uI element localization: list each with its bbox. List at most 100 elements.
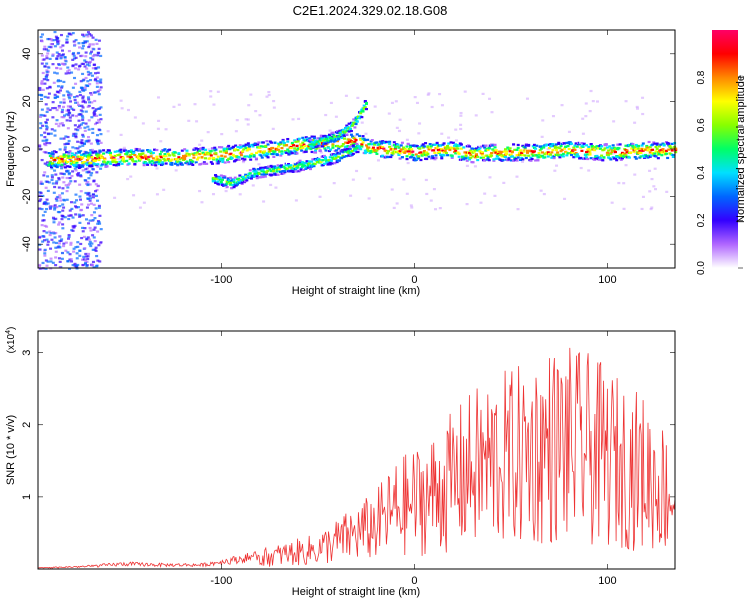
spectrogram-cell <box>248 145 252 148</box>
spectrogram-cell <box>85 238 89 241</box>
spectrogram-cell <box>358 117 362 120</box>
spectrogram-cell <box>60 251 64 255</box>
spectrogram-cell <box>91 151 95 154</box>
spectrogram-cell <box>624 154 628 157</box>
spectrogram-cell <box>425 157 429 161</box>
spectrogram-cell <box>563 197 567 200</box>
spectrogram-cell <box>87 157 91 160</box>
spectrogram-cell <box>326 146 330 149</box>
spectrogram-cell <box>87 73 91 76</box>
spectrogram-cell <box>47 66 51 69</box>
spectrogram-cell <box>254 158 258 162</box>
spectrogram-cell <box>671 154 675 157</box>
spectrogram-cell <box>40 62 44 65</box>
spectrogram-cell <box>141 152 145 155</box>
spectrogram-cell <box>62 80 66 84</box>
spectrogram-cell <box>58 194 62 197</box>
spectrogram-x-ticks: -100 0 100 <box>210 30 617 286</box>
spectrogram-cell <box>549 153 553 156</box>
spectrogram-cell <box>55 199 59 202</box>
spectrogram-cell <box>348 147 352 151</box>
spectrogram-cell <box>639 151 643 154</box>
spectrogram-cell <box>645 155 649 158</box>
spectrogram-cell <box>512 159 516 162</box>
spectrogram-cell <box>256 143 260 146</box>
spectrogram-cell <box>86 135 90 139</box>
spectrogram-cell <box>349 129 353 133</box>
spectrogram-cell <box>88 219 92 222</box>
spectrogram-cell <box>162 154 166 158</box>
spectrogram-cell <box>63 159 67 162</box>
spectrogram-cell <box>223 161 227 164</box>
spectrogram-cell <box>43 114 47 117</box>
spectrogram-cell <box>636 107 640 110</box>
spectrogram-cell <box>197 156 201 159</box>
spectrogram-cell <box>286 140 290 143</box>
spectrogram-cell <box>426 152 430 155</box>
spectrogram-cell <box>647 140 651 144</box>
spectrogram-cell <box>69 33 73 36</box>
spectrogram-cell <box>246 144 250 147</box>
spectrogram-cell <box>86 236 90 239</box>
spectrogram-cell <box>88 226 92 230</box>
spectrogram-cell <box>346 125 350 129</box>
spectrogram-cell <box>97 220 101 224</box>
spectrogram-cell <box>92 114 96 117</box>
spectrogram-cell <box>245 149 249 152</box>
spectrogram-cell <box>476 158 480 162</box>
spectrogram-cell <box>283 150 287 153</box>
y-tick-label: 3 <box>21 350 33 356</box>
spectrogram-cell <box>68 182 72 185</box>
spectrogram-cell <box>271 149 275 153</box>
spectrogram-cell <box>69 258 73 261</box>
spectrogram-cell <box>68 209 72 212</box>
spectrogram-cell <box>143 154 147 157</box>
spectrogram-cell <box>349 143 353 146</box>
spectrogram-cell <box>119 148 123 151</box>
spectrogram-cell <box>200 156 204 159</box>
spectrogram-cell <box>107 149 111 152</box>
spectrogram-cell <box>354 122 358 126</box>
spectrogram-cell <box>59 239 63 243</box>
spectrogram-cell <box>477 148 481 151</box>
spectrogram-cell <box>549 142 553 146</box>
spectrogram-cell <box>388 140 392 143</box>
spectrogram-cell <box>78 183 82 186</box>
spectrogram-cell <box>551 143 555 146</box>
spectrogram-cell <box>441 149 445 152</box>
spectrogram-cell <box>394 100 398 103</box>
spectrogram-cell <box>310 160 314 163</box>
spectrogram-cell <box>49 46 53 49</box>
spectrogram-cell <box>266 143 270 146</box>
spectrogram-cell <box>66 251 70 254</box>
spectrogram-cell <box>342 155 346 159</box>
spectrogram-cell <box>83 65 87 68</box>
spectrogram-cell <box>42 219 46 222</box>
spectrogram-cell <box>303 145 307 148</box>
spectrogram-cell <box>641 149 645 152</box>
spectrogram-cell <box>45 264 49 267</box>
spectrogram-cell <box>103 161 107 164</box>
spectrogram-cell <box>341 142 345 146</box>
spectrogram-cell <box>574 152 578 155</box>
spectrogram-cell <box>249 155 253 158</box>
spectrogram-cell <box>73 224 77 228</box>
spectrogram-cell <box>530 153 534 156</box>
spectrogram-cell <box>76 103 80 107</box>
spectrogram-cell <box>89 161 93 164</box>
spectrogram-cell <box>75 252 79 255</box>
spectrogram-cell <box>88 44 92 47</box>
spectrogram-cell <box>513 148 517 151</box>
spectrogram-cell <box>541 119 545 122</box>
spectrogram-cell <box>550 144 554 148</box>
spectrogram-cell <box>53 71 57 74</box>
spectrogram-cell <box>54 151 58 154</box>
spectrogram-cell <box>453 147 457 150</box>
spectrogram-cell <box>96 155 100 159</box>
spectrogram-cell <box>308 137 312 140</box>
spectrogram-cell <box>50 238 54 241</box>
spectrogram-cell <box>354 118 358 122</box>
spectrogram-cell <box>94 249 98 252</box>
spectrogram-cell <box>259 166 263 169</box>
spectrogram-cell <box>53 93 57 96</box>
